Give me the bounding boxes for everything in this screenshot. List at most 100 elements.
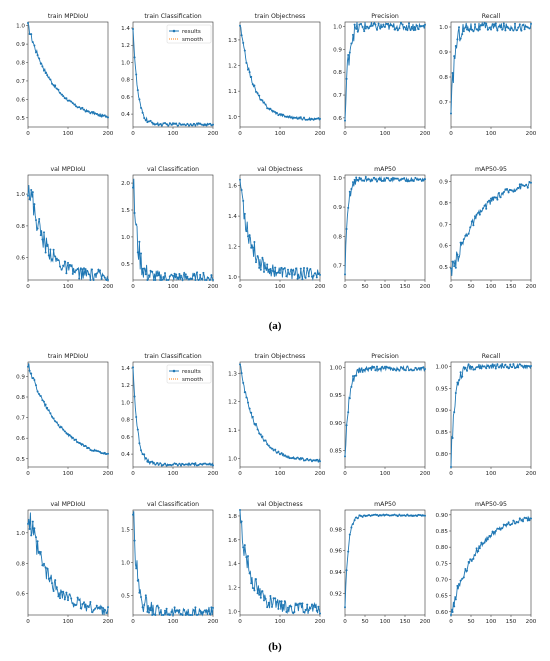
data-point [143, 116, 146, 119]
data-point [494, 530, 497, 533]
legend-label-smooth: smooth [182, 37, 203, 43]
data-point [27, 22, 29, 24]
data-point [363, 369, 366, 372]
data-point [202, 271, 205, 274]
data-point [97, 450, 100, 453]
data-point [39, 62, 42, 65]
data-point [454, 45, 457, 48]
data-point [301, 457, 304, 460]
data-point [99, 607, 101, 610]
data-point [92, 609, 95, 612]
data-point [350, 526, 353, 529]
data-point [258, 593, 261, 596]
data-point [245, 396, 248, 399]
data-point [71, 102, 74, 105]
panel-title: train MPDIoU [48, 13, 88, 20]
data-point [517, 366, 520, 369]
x-tick-label: 0 [238, 619, 242, 625]
data-point [27, 522, 29, 525]
data-point [191, 614, 194, 616]
panel-a-train-mpdiou: train MPDIoU 0 100 200 0.5 0.6 0.7 0.8 0.9 1.0 [16, 13, 114, 137]
data-point [451, 72, 454, 75]
data-point [162, 463, 165, 466]
panel-title: mAP50 [374, 501, 396, 508]
data-point [272, 597, 275, 600]
data-point [47, 577, 50, 580]
data-point [298, 116, 301, 119]
data-point [159, 462, 162, 465]
data-point [315, 117, 318, 120]
data-point [360, 368, 362, 371]
data-point [409, 368, 412, 371]
data-point [253, 84, 256, 87]
data-point [388, 24, 391, 27]
legend-label-results: results [182, 369, 201, 375]
data-point [261, 590, 264, 593]
data-point [57, 88, 60, 91]
y-tick-label: 1.5 [121, 528, 130, 534]
data-point [522, 365, 524, 368]
x-tick-label: 0 [131, 619, 135, 625]
data-point [388, 366, 391, 369]
data-point [243, 544, 246, 547]
data-point [143, 267, 146, 270]
y-tick-label: 0.8 [16, 561, 25, 567]
data-point [518, 363, 521, 366]
data-point [183, 272, 186, 275]
data-point [311, 460, 313, 463]
data-point [54, 579, 57, 582]
data-point [148, 461, 150, 464]
data-point [486, 200, 489, 203]
data-point [424, 23, 426, 26]
data-point [387, 514, 390, 517]
data-point [173, 606, 176, 609]
data-point [388, 179, 391, 182]
data-point [180, 464, 182, 467]
plot-frame [344, 21, 426, 128]
data-point [522, 520, 524, 523]
data-point [164, 609, 166, 612]
data-point [510, 27, 513, 30]
data-point [498, 366, 500, 369]
data-point [422, 179, 425, 182]
data-point [390, 514, 393, 517]
data-point [390, 177, 393, 180]
data-point [67, 599, 69, 602]
data-point [319, 460, 321, 463]
data-point [366, 178, 369, 181]
data-point [138, 442, 141, 445]
data-point [160, 279, 163, 281]
y-tick-label: 0.9 [16, 374, 25, 380]
data-point [377, 22, 380, 25]
data-point [494, 22, 497, 25]
data-point [464, 234, 467, 237]
data-point [490, 534, 492, 537]
y-tick-label: 0.4 [121, 452, 130, 458]
data-point [483, 365, 486, 368]
data-point [31, 41, 34, 44]
data-point [312, 604, 315, 607]
data-point [404, 179, 407, 182]
data-point [205, 609, 208, 612]
data-point [387, 177, 390, 180]
data-point [83, 601, 85, 604]
y-tick-label: 0.5 [16, 116, 25, 122]
panel-title: train MPDIoU [48, 353, 88, 360]
data-point [78, 277, 81, 280]
data-point [168, 614, 171, 616]
data-point [412, 369, 415, 372]
data-point [494, 196, 497, 199]
data-point [49, 577, 52, 580]
data-point [512, 519, 515, 522]
data-point [204, 609, 206, 612]
data-point [514, 522, 516, 525]
data-point [65, 432, 68, 435]
data-point [420, 514, 423, 517]
data-point [160, 124, 163, 127]
data-point [528, 180, 531, 183]
panel-title: train Classification [144, 353, 201, 360]
data-point [208, 122, 211, 125]
data-point [89, 279, 92, 281]
data-point [344, 273, 346, 276]
data-point [28, 33, 31, 35]
